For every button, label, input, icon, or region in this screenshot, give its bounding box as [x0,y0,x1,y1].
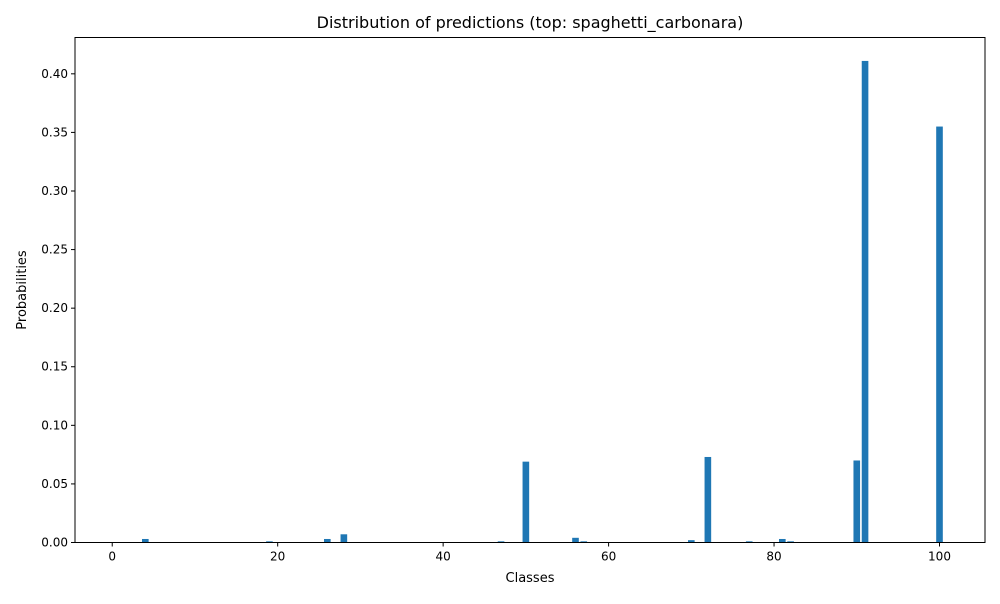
x-tick-label: 20 [270,550,285,564]
x-tick-label: 0 [108,550,116,564]
x-axis-label: Classes [506,571,555,586]
bar-class-47 [497,541,505,543]
y-tick-label: 0.25 [41,243,68,257]
x-tick-label: 60 [601,550,616,564]
bar-class-100 [936,126,943,543]
y-tick-label: 0.20 [41,301,68,315]
y-tick-label: 0.00 [41,536,68,550]
y-tick-label: 0.05 [41,477,68,491]
bar-class-90 [853,460,861,543]
y-tick-label: 0.30 [41,184,68,198]
bar-class-26 [324,538,331,543]
y-tick-label: 0.15 [41,360,68,374]
bar-class-82 [787,541,794,543]
bar-class-72 [704,456,712,543]
chart-title: Distribution of predictions (top: spaghe… [317,13,744,33]
bar-class-19 [266,541,273,543]
bar-class-56 [572,537,579,543]
bar-class-77 [745,541,753,543]
bar-class-70 [688,540,695,543]
bar-class-81 [779,538,786,543]
x-ticks: 0 20 40 60 80 100 [108,542,951,564]
y-axis-label: Probabilities [15,250,30,330]
x-tick-label: 80 [766,550,781,564]
bars-layer [142,60,943,543]
plot-frame [74,37,986,543]
y-tick-label: 0.40 [41,67,68,81]
bar-class-28 [340,534,348,543]
y-tick-label: 0.10 [41,418,68,432]
bar-class-4 [142,538,149,543]
y-ticks: 0.00 0.05 0.10 0.15 0.20 0.25 0.30 0.35 0.40 [41,67,75,550]
y-tick-label: 0.35 [41,125,68,139]
bar-class-91 [861,60,869,543]
bar-class-50 [522,461,530,543]
bar-class-57 [580,541,588,543]
x-tick-label: 40 [435,550,450,564]
x-tick-label: 100 [928,550,951,564]
